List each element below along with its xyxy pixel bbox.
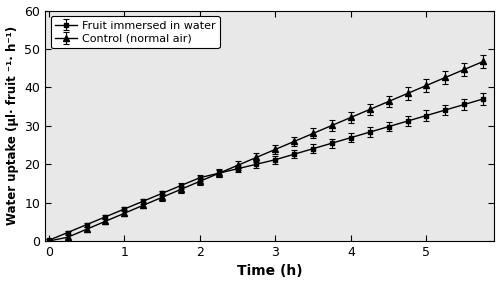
X-axis label: Time (h): Time (h) bbox=[237, 264, 302, 278]
Legend: Fruit immersed in water, Control (normal air): Fruit immersed in water, Control (normal… bbox=[50, 16, 219, 48]
Y-axis label: Water uptake (µl· fruit ⁻¹· h⁻¹): Water uptake (µl· fruit ⁻¹· h⁻¹) bbox=[6, 26, 18, 225]
